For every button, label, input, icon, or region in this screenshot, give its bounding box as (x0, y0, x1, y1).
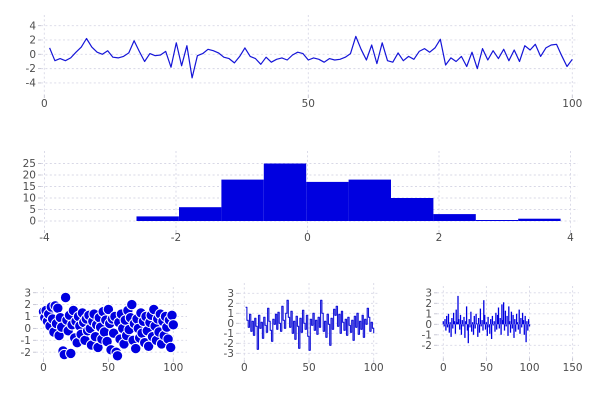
x-tick-label: 0 (241, 362, 248, 374)
y-tick-label: 10 (23, 193, 36, 205)
x-tick-label: 50 (302, 362, 315, 374)
histogram-bar (136, 216, 179, 221)
x-tick-label: 0 (440, 362, 447, 374)
y-tick-label: -1 (422, 329, 432, 341)
y-tick-label: 3 (24, 287, 31, 299)
histogram-bar (348, 179, 391, 221)
line-top-series (49, 35, 573, 79)
scatter-point (111, 350, 124, 362)
scatter-point (166, 309, 178, 321)
y-tick-label: -2 (26, 63, 36, 75)
y-tick-label: -3 (224, 348, 234, 360)
x-tick-label: 2 (436, 232, 443, 244)
y-tick-label: -2 (21, 347, 31, 359)
y-tick-label: 0 (24, 323, 31, 335)
scatter-point (142, 340, 155, 352)
histogram-bar (306, 181, 349, 221)
y-tick-label: 20 (23, 170, 36, 182)
x-tick-label: 50 (480, 362, 493, 374)
x-tick-label: 4 (567, 232, 574, 244)
y-tick-label: -2 (224, 338, 234, 350)
histogram-bar (391, 198, 434, 221)
histogram-bar (221, 179, 264, 221)
y-tick-label: 5 (29, 204, 36, 216)
x-tick-label: -2 (171, 232, 181, 244)
x-tick-label: 100 (163, 362, 183, 374)
x-tick-label: 100 (562, 98, 582, 110)
x-tick-label: 0 (41, 98, 48, 110)
y-tick-label: 3 (425, 287, 432, 299)
step-series (245, 299, 375, 351)
scatter-point (59, 291, 72, 304)
y-tick-label: 0 (227, 318, 234, 330)
y-tick-label: 2 (24, 299, 31, 311)
scatter-point (126, 298, 138, 311)
histogram-bar (179, 207, 222, 221)
scatter-point (65, 347, 77, 360)
y-tick-label: 2 (29, 35, 36, 47)
histogram-bar (475, 220, 519, 221)
x-tick-label: 0 (304, 232, 311, 244)
y-tick-label: 1 (425, 308, 432, 320)
y-tick-label: -1 (21, 335, 31, 347)
chart-line-top: 0 50 100 -4 -2 0 2 4 (26, 15, 582, 110)
y-tick-label: 2 (425, 298, 432, 310)
x-tick-label: -4 (39, 232, 50, 244)
x-tick-label: 150 (563, 362, 583, 374)
y-tick-label: 15 (23, 181, 36, 193)
scatter-point (52, 302, 64, 314)
y-tick-label: -2 (422, 340, 432, 352)
y-tick-label: 4 (29, 20, 36, 32)
histogram-bar (518, 218, 561, 221)
x-tick-label: 50 (102, 362, 115, 374)
y-tick-label: 0 (425, 319, 432, 331)
histogram-bar (433, 214, 476, 221)
y-tick-label: -1 (224, 328, 234, 340)
y-tick-label: 0 (29, 49, 36, 61)
y-tick-label: 25 (23, 158, 36, 170)
x-tick-label: 100 (364, 362, 384, 374)
scatter-point (165, 341, 177, 354)
y-tick-label: 2 (227, 298, 234, 310)
y-tick-label: 1 (24, 311, 31, 323)
y-tick-label: 0 (29, 216, 36, 228)
scatter-point (102, 303, 115, 316)
scatter-point (167, 319, 180, 331)
scatter-point (130, 342, 142, 355)
x-tick-label: 0 (40, 362, 47, 374)
y-tick-label: 1 (227, 308, 234, 320)
histogram-bar (263, 163, 307, 221)
x-tick-label: 50 (302, 98, 315, 110)
y-tick-label: 3 (227, 288, 234, 300)
y-tick-label: -4 (26, 78, 37, 90)
x-tick-label: 100 (519, 362, 539, 374)
